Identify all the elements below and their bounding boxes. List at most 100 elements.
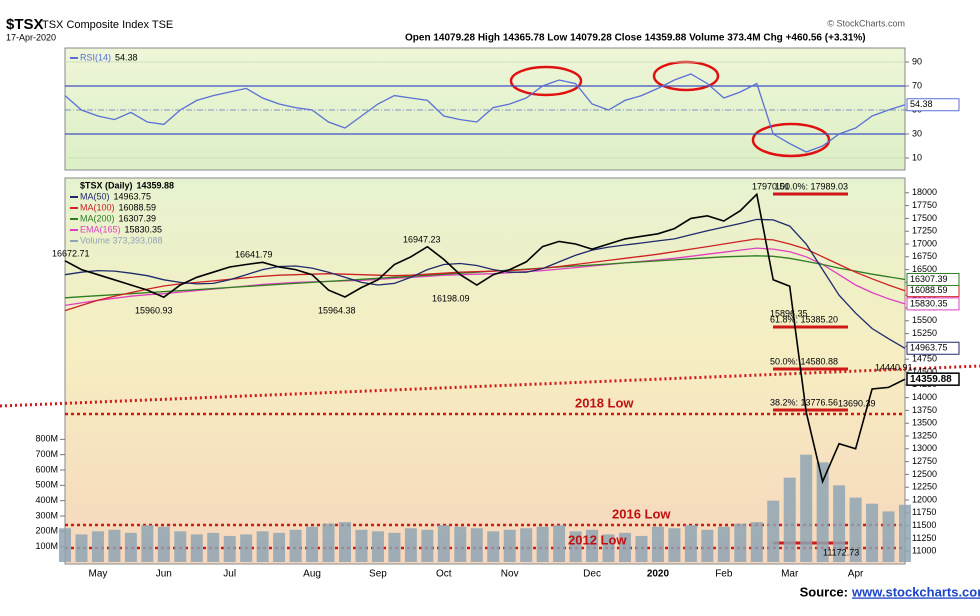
volume-bar bbox=[503, 529, 516, 562]
volume-bar bbox=[586, 529, 599, 562]
y-tick-label: 800M bbox=[35, 434, 58, 444]
rsi-value: 54.38 bbox=[910, 99, 933, 109]
y-tick-label: 13750 bbox=[912, 405, 937, 415]
volume-bar bbox=[174, 531, 187, 562]
y-tick-label: 16500 bbox=[912, 264, 937, 274]
annotation: 50.0%: 14580.88 bbox=[770, 356, 838, 366]
annotation: 16198.09 bbox=[432, 293, 470, 303]
volume-bar bbox=[800, 454, 813, 562]
volume-bar bbox=[536, 526, 549, 562]
legend-value: 16307.39 bbox=[119, 213, 157, 223]
y-tick-label: 11750 bbox=[912, 507, 936, 517]
y-tick-label: 17750 bbox=[912, 200, 937, 210]
y-tick-label: 13500 bbox=[912, 418, 937, 428]
x-tick-label: Jun bbox=[156, 569, 172, 580]
legend-name: MA(50) bbox=[80, 191, 110, 201]
rsi-legend-value: 54.38 bbox=[115, 52, 138, 62]
annotation: 11172.73 bbox=[823, 547, 859, 557]
volume-bar bbox=[355, 529, 368, 562]
legend-name: MA(100) bbox=[80, 202, 115, 212]
rsi-legend-name: RSI(14) bbox=[80, 52, 111, 62]
x-tick-label: Nov bbox=[501, 569, 519, 580]
volume-bar bbox=[833, 485, 846, 562]
volume-bar bbox=[124, 532, 137, 562]
support-label: 2018 Low bbox=[575, 395, 634, 410]
y-tick-label: 17250 bbox=[912, 226, 937, 236]
y-tick-label: 14000 bbox=[912, 392, 937, 402]
last-value-box bbox=[906, 272, 960, 286]
highlight bbox=[751, 122, 831, 158]
last-value: 14359.88 bbox=[910, 374, 952, 385]
legend-value: 14359.88 bbox=[137, 180, 175, 190]
volume-bar bbox=[767, 500, 780, 562]
legend-name: $TSX (Daily) bbox=[80, 180, 133, 190]
legend-value: 14963.75 bbox=[114, 191, 152, 201]
y-tick-label: 10 bbox=[912, 152, 922, 162]
x-tick-label: Jul bbox=[223, 569, 236, 580]
volume-bar bbox=[289, 529, 302, 562]
volume-bar bbox=[668, 528, 681, 562]
y-tick-label: 17000 bbox=[912, 238, 937, 248]
y-tick-label: 11250 bbox=[912, 533, 936, 543]
price-panel bbox=[64, 177, 906, 565]
volume-bar bbox=[750, 522, 763, 562]
rsi-panel bbox=[64, 47, 906, 171]
annotation: 61.8%: 15385.20 bbox=[770, 314, 838, 324]
volume-bar bbox=[256, 531, 269, 562]
y-tick-label: 17500 bbox=[912, 213, 937, 223]
y-tick-label: 13000 bbox=[912, 443, 937, 453]
rsi-line bbox=[64, 73, 906, 153]
last-value-box bbox=[906, 297, 960, 311]
volume-bar bbox=[190, 534, 203, 562]
legend-name: MA(200) bbox=[80, 213, 115, 223]
y-tick-label: 12250 bbox=[912, 482, 937, 492]
y-tick-label: 100M bbox=[35, 541, 58, 551]
x-tick-label: May bbox=[88, 569, 107, 580]
last-value-box bbox=[906, 372, 960, 386]
volume-bar bbox=[223, 535, 236, 562]
y-tick-label: 16750 bbox=[912, 251, 937, 261]
volume-bar bbox=[520, 528, 533, 562]
x-tick-label: Oct bbox=[436, 569, 452, 580]
volume-bar bbox=[470, 528, 483, 562]
trend-line bbox=[0, 364, 980, 408]
annotation: 16947.23 bbox=[403, 234, 441, 244]
annotation: 100.0%: 17989.03 bbox=[775, 181, 848, 191]
volume-bar bbox=[371, 531, 384, 562]
x-tick-label: Sep bbox=[369, 569, 387, 580]
annotation: 13690.39 bbox=[838, 398, 876, 408]
annotation: 15964.38 bbox=[318, 305, 356, 315]
volume-bar bbox=[816, 462, 829, 562]
volume-bar bbox=[899, 504, 911, 562]
x-tick-label: Dec bbox=[583, 569, 601, 580]
volume-bar bbox=[651, 526, 664, 562]
y-tick-label: 13250 bbox=[912, 430, 937, 440]
annotation: 15896.35 bbox=[770, 308, 808, 318]
y-tick-label: 12000 bbox=[912, 494, 937, 504]
moving-average bbox=[64, 218, 906, 349]
source-link[interactable]: www.stockcharts.com bbox=[851, 584, 980, 599]
y-tick-label: 18000 bbox=[912, 187, 937, 197]
support-label: 2016 Low bbox=[612, 506, 671, 521]
volume-bar bbox=[553, 525, 566, 562]
annotation: 16641.79 bbox=[235, 249, 273, 259]
y-tick-label: 14500 bbox=[912, 366, 937, 376]
volume-legend-name: Volume 373,393,088 bbox=[80, 235, 163, 245]
volume-bar bbox=[849, 497, 862, 562]
volume-bar bbox=[404, 528, 417, 562]
y-tick-label: 700M bbox=[35, 449, 58, 459]
moving-average bbox=[64, 247, 906, 307]
annotation: 16672.71 bbox=[52, 248, 90, 258]
annotation: 17970.51 bbox=[752, 181, 790, 191]
last-value-box bbox=[906, 341, 960, 355]
volume-bar bbox=[635, 535, 648, 562]
volume-bar bbox=[602, 534, 615, 562]
volume-bar bbox=[487, 531, 500, 562]
volume-bar bbox=[339, 522, 351, 562]
volume-bar bbox=[569, 531, 582, 562]
volume-bar bbox=[91, 531, 104, 562]
y-tick-label: 70 bbox=[912, 80, 922, 90]
volume-bar bbox=[141, 525, 154, 562]
